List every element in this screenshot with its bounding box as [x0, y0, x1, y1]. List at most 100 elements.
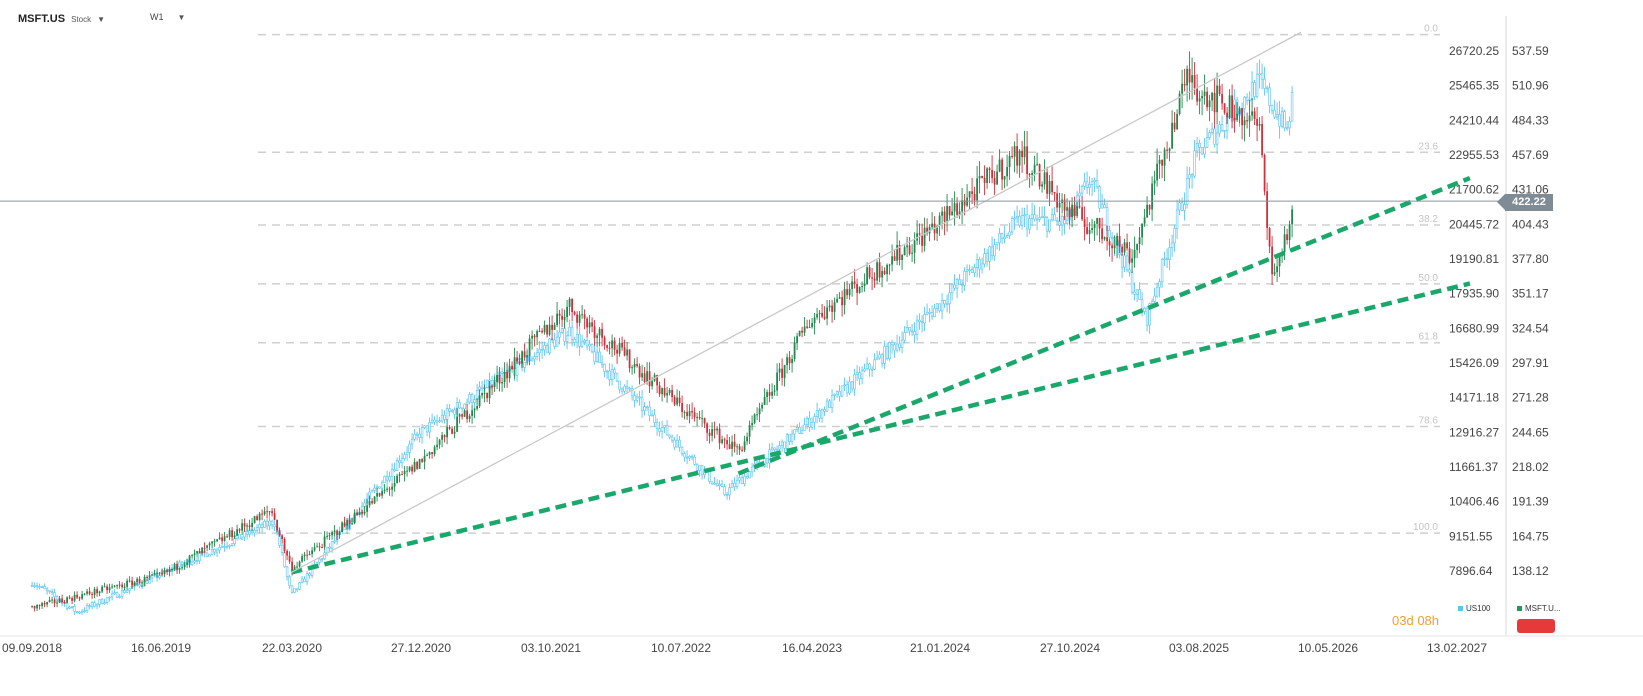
msft-candle: [721, 439, 723, 444]
us100-candle: [1100, 204, 1104, 209]
us100-candle: [190, 561, 194, 565]
us100-candle: [150, 575, 154, 579]
msft-candle: [858, 286, 861, 293]
us100-candle: [605, 370, 609, 373]
us100-candle: [1163, 258, 1166, 261]
msft-candle: [1086, 227, 1088, 234]
msft-candle: [313, 547, 316, 551]
msft-candle: [1096, 218, 1098, 224]
us100-candle: [390, 469, 394, 477]
us100-candle: [840, 385, 844, 397]
us100-candle: [680, 446, 684, 454]
sell-tab[interactable]: [1517, 619, 1555, 633]
msft-candle: [93, 589, 96, 595]
us100-candle: [1003, 236, 1006, 239]
msft-candle: [168, 568, 171, 572]
us100-candle: [660, 427, 664, 432]
msft-candle: [501, 382, 503, 384]
timeframe-selector[interactable]: W1 ▼: [150, 12, 185, 22]
us100-candle: [1143, 307, 1146, 312]
msft-candle: [1168, 148, 1171, 151]
msft-candle: [393, 482, 396, 487]
msft-candle: [528, 338, 531, 356]
us100-candle: [65, 603, 69, 609]
y-right-tick-label: 537.59: [1512, 44, 1549, 58]
us100-candle: [178, 561, 181, 567]
us100-candle: [1193, 150, 1196, 177]
instrument-type: Stock: [71, 14, 92, 24]
y-right-tick-label: 431.06: [1512, 183, 1549, 197]
msft-candle: [728, 444, 731, 449]
us100-candle: [1090, 181, 1094, 185]
x-tick-label: 21.01.2024: [910, 641, 970, 655]
msft-candle: [943, 211, 946, 222]
msft-candle: [143, 576, 146, 583]
legend-msft[interactable]: MSFT.U...: [1517, 604, 1561, 613]
msft-candle: [63, 601, 66, 603]
msft-candle: [218, 537, 221, 540]
msft-candle: [1001, 159, 1003, 180]
msft-candle: [911, 252, 913, 254]
msft-candle: [308, 554, 311, 556]
us100-candle: [1013, 217, 1016, 220]
us100-candle: [373, 487, 376, 491]
us100-candle: [1275, 114, 1279, 118]
msft-candle: [273, 513, 276, 520]
msft-candle: [1216, 85, 1218, 113]
us100-candle: [208, 554, 211, 557]
msft-candle: [833, 302, 836, 312]
y-left-tick-label: 19190.81: [1449, 252, 1499, 266]
us100-candle: [1135, 289, 1139, 295]
msft-candle: [808, 327, 811, 329]
msft-candle: [1238, 108, 1241, 114]
chevron-down-icon[interactable]: ▼: [97, 14, 105, 24]
us100-candle: [245, 530, 249, 535]
us100-candle: [445, 408, 449, 420]
msft-candle: [203, 547, 206, 549]
msft-candle: [551, 324, 553, 330]
msft-candle: [153, 573, 156, 575]
msft-candle: [133, 582, 136, 586]
msft-candle: [673, 397, 676, 405]
msft-candle: [151, 574, 153, 576]
msft-candle: [496, 374, 498, 383]
msft-candle: [601, 328, 603, 338]
msft-candle: [1033, 164, 1036, 174]
msft-candle: [483, 392, 486, 394]
msft-candle: [486, 392, 488, 399]
msft-candle: [1233, 117, 1236, 121]
legend-us100[interactable]: US100: [1458, 604, 1490, 613]
msft-candle: [408, 466, 411, 471]
msft-candle: [513, 357, 516, 369]
msft-candle: [278, 530, 281, 536]
msft-candle: [348, 519, 351, 524]
symbol-selector[interactable]: MSFT.US Stock ▼: [18, 10, 105, 28]
us100-candle: [815, 410, 819, 417]
us100-candle: [1268, 87, 1271, 107]
us100-candle: [830, 395, 834, 409]
msft-candle: [686, 412, 688, 417]
msft-candle: [666, 392, 668, 396]
us100-candle: [640, 397, 644, 411]
msft-candle: [1126, 242, 1128, 249]
msft-candle: [608, 347, 611, 349]
us100-candle: [398, 460, 401, 463]
msft-candle: [193, 553, 196, 556]
us100-candle: [45, 588, 49, 592]
msft-candle: [101, 586, 103, 592]
us100-candle: [953, 284, 956, 289]
us100-candle: [83, 610, 86, 612]
msft-candle: [511, 365, 513, 369]
msft-candle: [503, 371, 506, 383]
msft-candle: [258, 513, 261, 521]
msft-candle: [628, 349, 631, 369]
us100-candle: [370, 490, 374, 493]
us100-candle: [1195, 142, 1199, 152]
chevron-down-icon[interactable]: ▼: [177, 12, 186, 22]
msft-candle: [578, 314, 581, 323]
msft-candle: [753, 414, 756, 424]
msft-candle: [131, 580, 133, 586]
us100-candle: [828, 400, 831, 409]
msft-candle: [568, 298, 571, 307]
